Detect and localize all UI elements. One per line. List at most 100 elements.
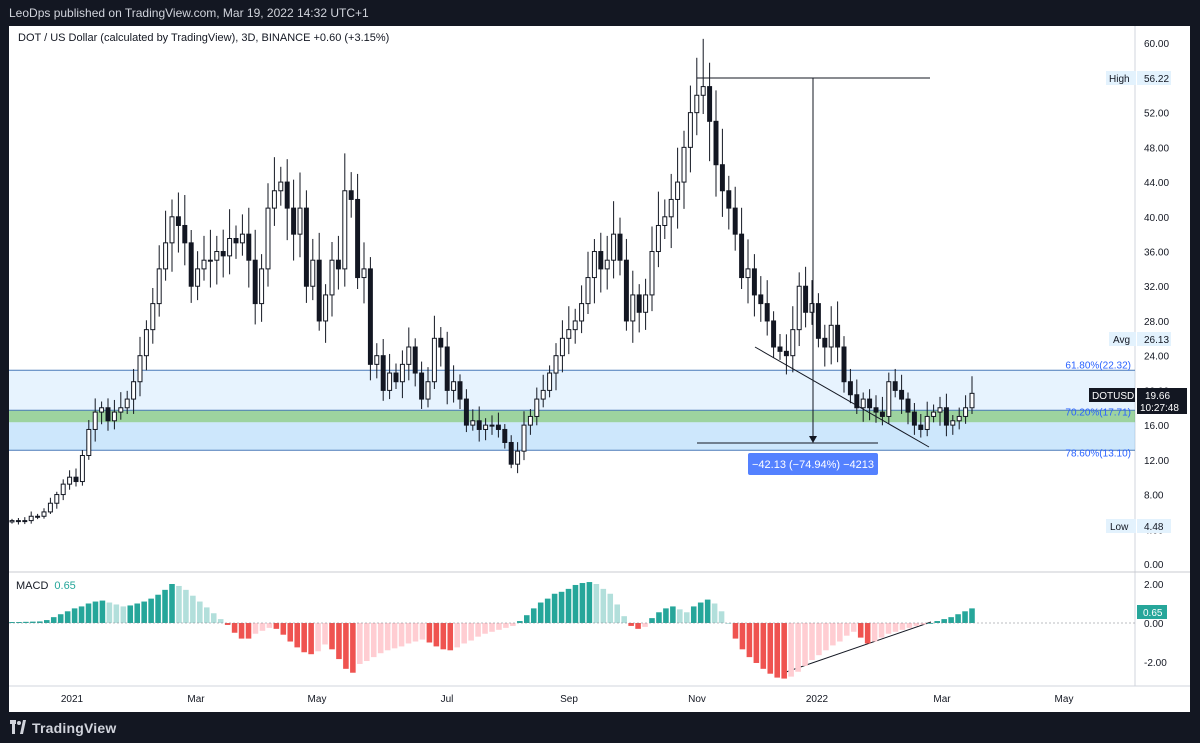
macd-bar <box>231 623 238 633</box>
candle-body <box>796 285 802 331</box>
macd-bar <box>517 621 523 623</box>
fib-zone-upper[interactable] <box>9 370 1135 411</box>
candle-body <box>54 494 60 504</box>
macd-bar <box>454 623 460 648</box>
candle-body <box>329 259 335 296</box>
footer-brand: TradingView <box>32 720 117 736</box>
measure-box[interactable] <box>748 453 878 475</box>
macd-bar <box>530 608 537 623</box>
macd-bar <box>537 602 544 623</box>
candle-body <box>771 320 777 348</box>
macd-bar <box>92 601 99 623</box>
macd-value-tag-text: 0.65 <box>1143 608 1163 619</box>
candle-body <box>719 164 725 192</box>
macd-bar <box>224 623 231 625</box>
candle-body <box>687 112 693 148</box>
candle-body <box>739 233 745 279</box>
macd-bar <box>697 602 704 623</box>
candle-body <box>35 515 41 518</box>
price-axis-label: 60.00 <box>1144 39 1169 50</box>
candle-body <box>163 242 169 270</box>
candle-body <box>233 238 239 244</box>
last-price-tag <box>1137 388 1187 414</box>
candle-body <box>745 268 751 279</box>
macd-bar <box>315 623 321 652</box>
fib-zone-lower[interactable] <box>9 422 1135 451</box>
price-axis-label: 40.00 <box>1144 213 1169 224</box>
macd-histogram[interactable] <box>9 582 1135 679</box>
candle-body <box>681 146 687 183</box>
macd-bar <box>565 588 572 623</box>
macd-bar <box>217 619 224 623</box>
macd-bar <box>586 582 593 623</box>
low-label: Low <box>1110 522 1129 533</box>
candle-body <box>150 303 156 331</box>
macd-bar <box>183 589 189 623</box>
macd-bar <box>948 617 954 623</box>
macd-bar <box>162 589 168 623</box>
macd-bar <box>809 623 815 661</box>
fib-label-2: 78.60%(13.10) <box>1065 448 1131 459</box>
macd-bar <box>802 623 808 666</box>
candle-body <box>937 407 943 413</box>
macd-bar <box>551 593 558 623</box>
macd-bar <box>795 623 801 672</box>
chart-svg[interactable]: 61.80%(22.32)70.20%(17.71)78.60%(13.10) … <box>0 0 1200 712</box>
macd-bar <box>405 623 412 644</box>
candle-body <box>553 355 559 374</box>
candle-body <box>854 394 860 409</box>
macd-trendline[interactable] <box>785 621 932 673</box>
macd-bar <box>955 614 961 623</box>
candle-body <box>246 233 252 261</box>
macd-bar <box>642 623 648 627</box>
macd-bar <box>127 605 134 623</box>
macd-bar <box>210 613 217 623</box>
macd-bar <box>510 623 516 626</box>
candle-body <box>860 398 866 409</box>
candle-body <box>700 86 706 96</box>
time-axis-label: 2021 <box>61 694 84 705</box>
candle-body <box>764 303 770 322</box>
time-axis-label: 2022 <box>806 694 829 705</box>
macd-bar <box>920 623 927 625</box>
macd-bar <box>684 612 690 623</box>
macd-bar <box>57 614 64 623</box>
candle-body <box>412 346 418 374</box>
price-trendline[interactable] <box>754 346 930 448</box>
fib-zone-middle[interactable] <box>9 410 1135 423</box>
macd-bar <box>837 623 843 642</box>
macd-bar <box>23 621 29 623</box>
candle-body <box>201 259 207 270</box>
price-axis-label: 0.00 <box>1144 560 1164 571</box>
macd-bar <box>377 623 384 654</box>
macd-bar <box>106 602 113 623</box>
macd-bar <box>85 603 92 623</box>
macd-bar <box>690 606 697 623</box>
macd-bar <box>767 623 774 674</box>
time-axis-label: Mar <box>187 694 205 705</box>
macd-bar <box>718 611 725 623</box>
candles-group[interactable] <box>9 38 975 525</box>
measure-box-text: −42.13 (−74.94%) −4213 <box>752 459 874 471</box>
macd-bar <box>628 623 634 626</box>
price-change: +0.60 (+3.15%) <box>313 32 390 44</box>
candle-body <box>60 483 66 496</box>
candle-body <box>713 120 719 166</box>
chart-panel[interactable] <box>9 26 1190 712</box>
macd-bar <box>482 623 488 634</box>
macd-bar <box>440 623 447 650</box>
macd-bar <box>969 608 975 623</box>
candle-body <box>867 398 873 409</box>
fib-label-1: 70.20%(17.71) <box>1065 407 1131 418</box>
candle-body <box>137 355 143 383</box>
candle-body <box>534 398 540 417</box>
candle-body <box>899 389 905 400</box>
candle-body <box>892 381 898 391</box>
macd-bar <box>120 606 127 623</box>
macd-bar <box>524 615 530 623</box>
candle-body <box>425 381 431 400</box>
candle-body <box>124 398 130 409</box>
candle-body <box>451 381 457 391</box>
macd-value: 0.65 <box>54 580 76 592</box>
candle-body <box>316 259 322 322</box>
